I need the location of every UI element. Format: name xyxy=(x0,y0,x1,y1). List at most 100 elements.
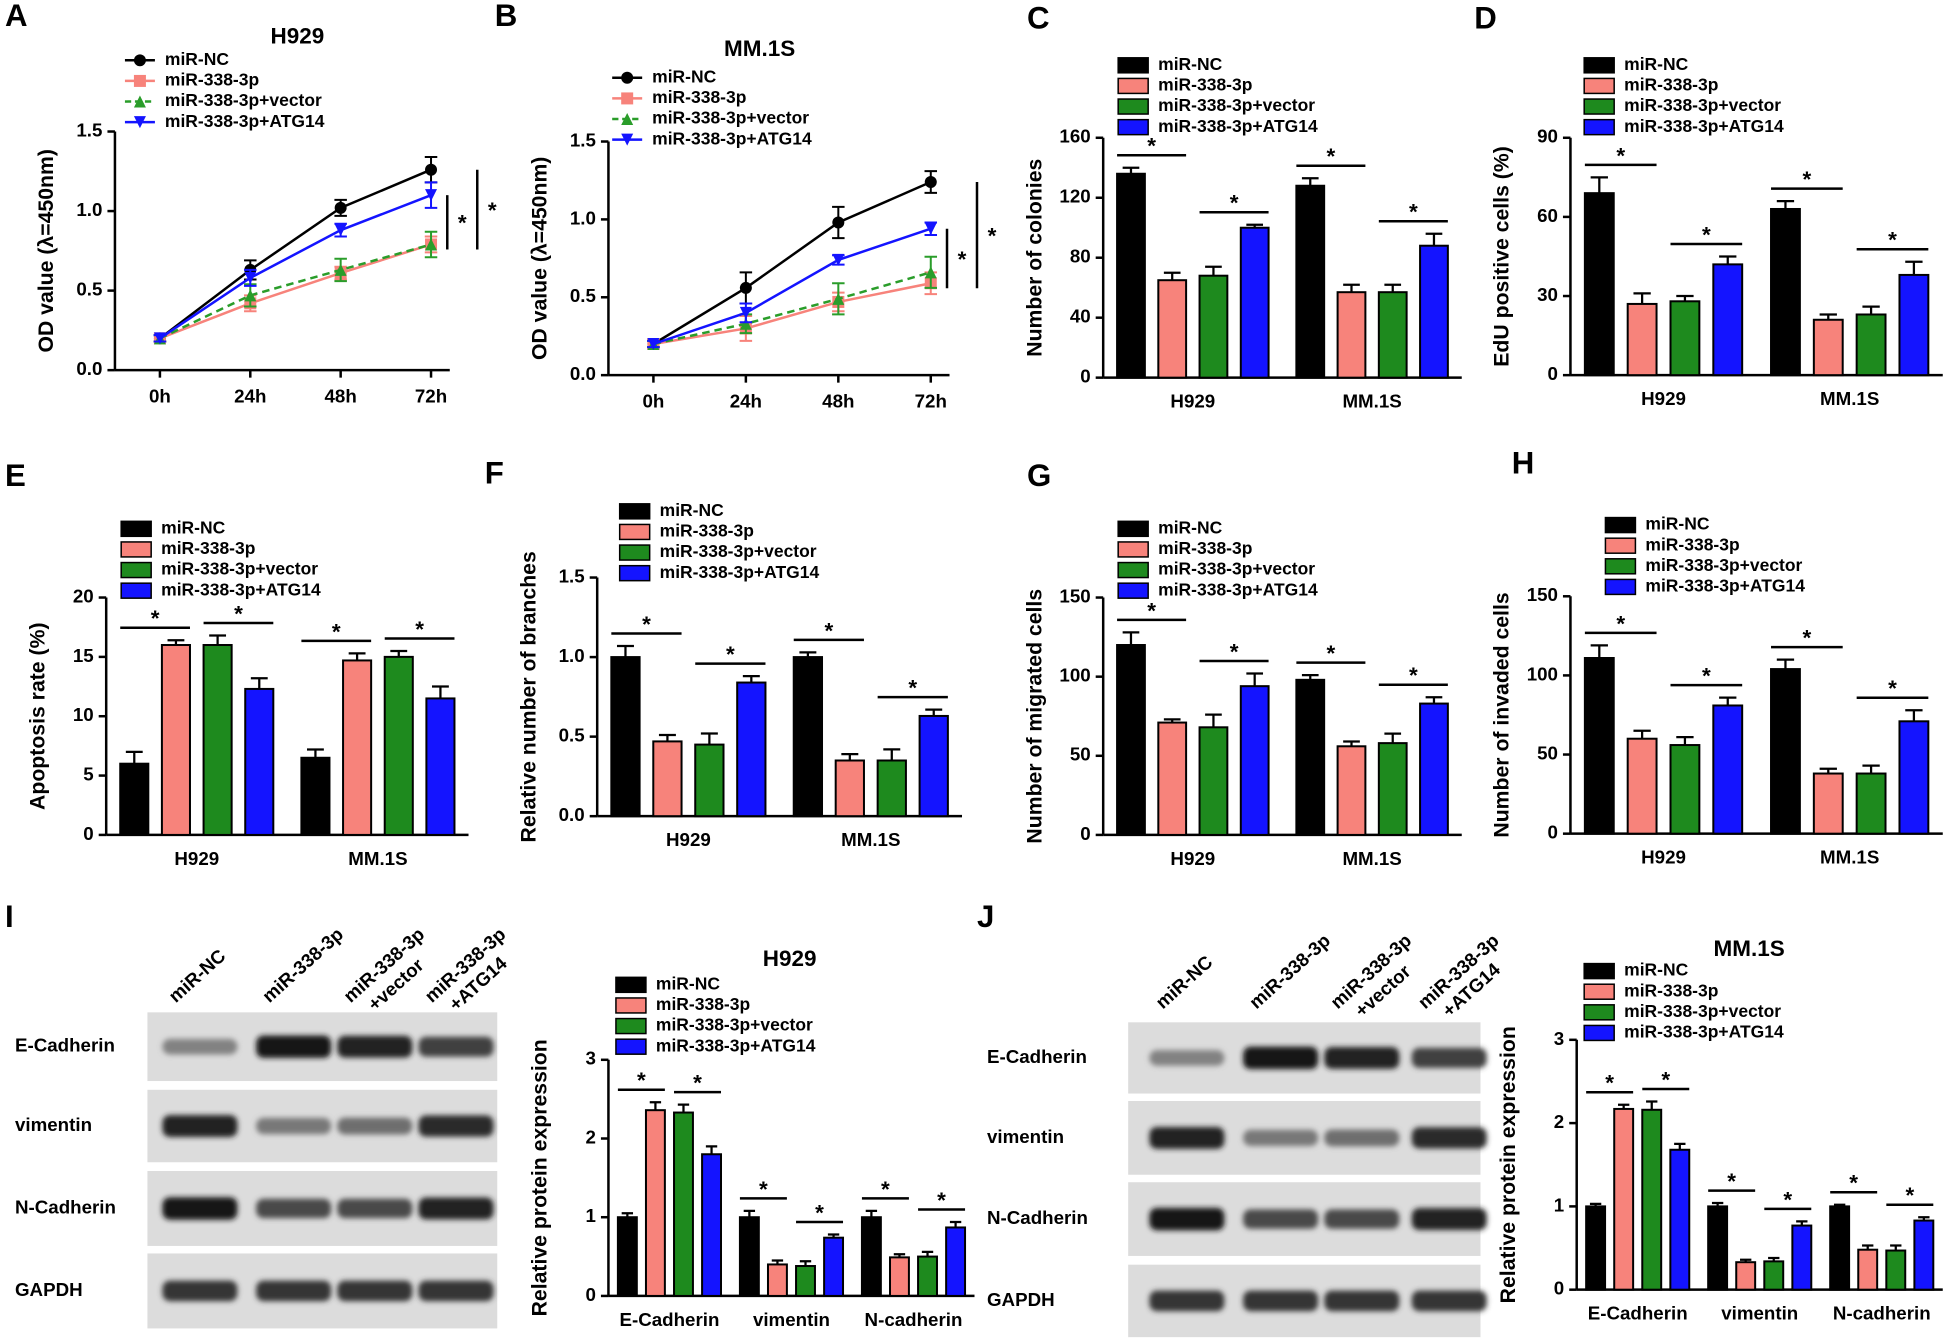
significance-star: * xyxy=(332,619,341,644)
legend-label: miR-338-3p+ATG14 xyxy=(1645,576,1805,596)
x-tick-label: N-cadherin xyxy=(865,1309,963,1330)
y-axis-label: Relative number of branches xyxy=(517,551,540,842)
error-bar xyxy=(307,748,324,758)
legend-swatch xyxy=(120,582,152,599)
row-label: vimentin xyxy=(987,1126,1064,1147)
error-bar xyxy=(1246,672,1264,687)
significance-star: * xyxy=(1702,664,1711,689)
panel-letter: H xyxy=(1512,445,1535,480)
y-tick-label: 3 xyxy=(1554,1028,1564,1049)
error-bar xyxy=(743,1209,756,1218)
x-tick-label: 0h xyxy=(149,386,171,407)
legend-label: miR-338-3p+vector xyxy=(652,108,809,128)
y-tick-label: 0 xyxy=(1548,363,1558,384)
bar xyxy=(1157,721,1188,836)
legend-label: miR-338-3p xyxy=(1158,538,1252,558)
bar xyxy=(1707,1205,1729,1291)
legend-swatch xyxy=(1117,98,1149,115)
bar xyxy=(1198,726,1229,836)
bar xyxy=(1857,1248,1879,1291)
significance-star: * xyxy=(726,642,735,667)
legend-label: miR-NC xyxy=(1158,54,1222,74)
blot-band xyxy=(418,1280,494,1302)
error-bar xyxy=(209,634,227,646)
y-tick-label: 40 xyxy=(1070,306,1091,327)
bar xyxy=(701,1153,723,1297)
y-tick-label: 0.5 xyxy=(559,725,585,746)
significance-star: * xyxy=(488,198,497,223)
bar xyxy=(823,1236,845,1297)
blot-band xyxy=(1149,1050,1225,1066)
legend-label: miR-338-3p xyxy=(660,521,754,541)
y-axis-label: Number of migrated cells xyxy=(1023,589,1046,844)
error-bar xyxy=(1384,283,1402,293)
legend-marker xyxy=(621,113,634,126)
legend-label: miR-338-3p+ATG14 xyxy=(161,579,321,599)
bar xyxy=(1641,1108,1663,1291)
error-bar xyxy=(1384,732,1402,744)
bar xyxy=(1377,291,1408,379)
bar xyxy=(1583,192,1615,377)
error-bar xyxy=(700,732,718,745)
error-bar xyxy=(1676,736,1694,746)
y-tick-label: 3 xyxy=(586,1048,596,1069)
y-tick-label: 50 xyxy=(1070,744,1091,765)
x-tick-label: vimentin xyxy=(1721,1303,1798,1324)
significance-star: * xyxy=(1802,167,1811,192)
legend-swatch xyxy=(615,997,647,1014)
legend-label: miR-338-3p xyxy=(1158,75,1252,95)
y-axis-label: Number of colonies xyxy=(1023,159,1046,357)
significance-star: * xyxy=(1605,1071,1614,1096)
significance-star: * xyxy=(1702,222,1711,247)
bar xyxy=(673,1111,694,1297)
significance-star: * xyxy=(759,1177,768,1202)
series-line xyxy=(159,168,432,340)
error-bar xyxy=(1590,176,1608,194)
legend-label: miR-338-3p xyxy=(165,70,259,90)
error-bar xyxy=(1776,199,1795,209)
y-tick-label: 30 xyxy=(1537,284,1558,305)
marker xyxy=(924,266,937,279)
error-bar xyxy=(1633,292,1651,304)
error-bar xyxy=(250,677,268,689)
marker xyxy=(739,281,752,294)
marker xyxy=(924,176,937,189)
bar xyxy=(1669,1148,1691,1291)
blot-band xyxy=(162,1280,238,1302)
significance-star: * xyxy=(937,1188,946,1213)
y-axis-label: Relative protein expression xyxy=(1497,1026,1520,1303)
legend-label: miR-338-3p+ATG14 xyxy=(1624,116,1784,136)
significance-star: * xyxy=(1905,1183,1914,1208)
x-tick-label: MM.1S xyxy=(1820,388,1879,409)
x-tick-label: E-Cadherin xyxy=(1588,1303,1688,1324)
chart-title: H929 xyxy=(763,946,817,971)
series-line xyxy=(159,243,432,340)
panel-letter: C xyxy=(1027,1,1050,36)
significance-star: * xyxy=(1327,144,1336,169)
legend-swatch xyxy=(615,976,647,994)
series-line xyxy=(652,180,932,346)
bar xyxy=(1855,313,1887,377)
blot-band xyxy=(256,1280,332,1302)
legend-swatch xyxy=(1583,77,1615,95)
error-bar xyxy=(1776,658,1795,670)
error-bar xyxy=(432,685,449,699)
bar xyxy=(876,759,907,818)
row-label: N-Cadherin xyxy=(15,1196,116,1217)
x-tick-label: 72h xyxy=(415,386,447,407)
bar xyxy=(1770,207,1801,377)
x-tick-label: MM.1S xyxy=(348,848,407,869)
error-bar xyxy=(658,733,676,742)
bar xyxy=(1829,1205,1851,1291)
bar xyxy=(1613,1107,1635,1291)
y-tick-label: 150 xyxy=(1059,585,1090,606)
x-tick-label: H929 xyxy=(666,829,711,850)
marker xyxy=(425,163,438,176)
significance-star: * xyxy=(1888,228,1897,253)
series-line xyxy=(159,193,432,340)
marker xyxy=(425,238,438,251)
x-tick-label: MM.1S xyxy=(1342,848,1401,869)
blot-band xyxy=(1411,1290,1487,1312)
significance-star: * xyxy=(958,247,967,272)
